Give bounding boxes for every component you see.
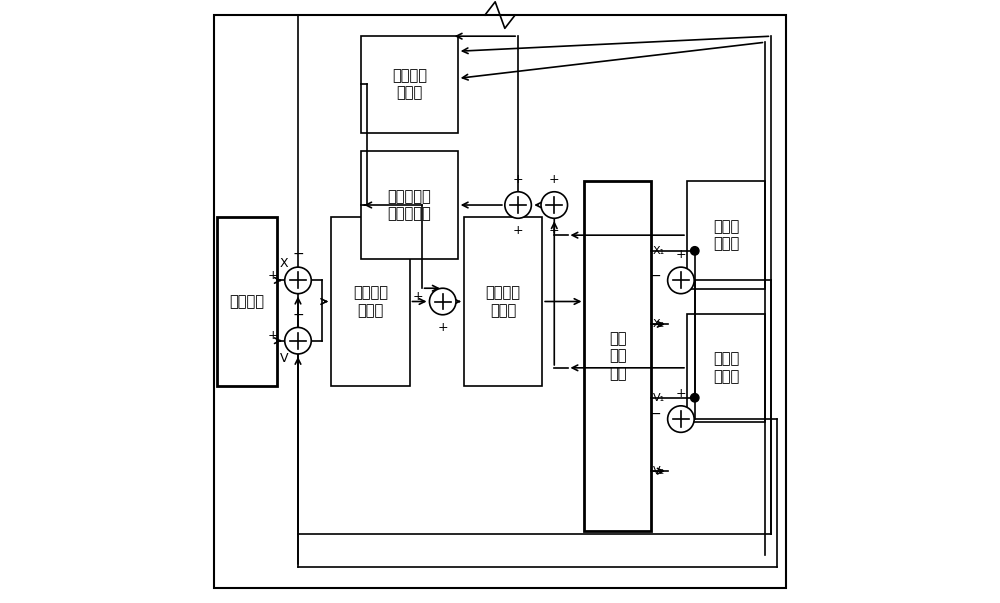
Text: +: + (513, 224, 523, 238)
Text: 运动规划: 运动规划 (229, 294, 264, 309)
Text: −: − (650, 407, 662, 421)
Circle shape (285, 327, 311, 354)
Circle shape (285, 267, 311, 294)
Text: +: + (513, 172, 523, 186)
FancyBboxPatch shape (217, 217, 277, 386)
Circle shape (668, 267, 694, 294)
Text: +: + (437, 321, 448, 334)
Circle shape (691, 247, 699, 255)
Text: 柔性铰
链刚度: 柔性铰 链刚度 (713, 219, 739, 251)
Text: +: + (268, 329, 279, 343)
Text: 柔性铰
链阻尼: 柔性铰 链阻尼 (713, 352, 739, 384)
Circle shape (541, 192, 568, 218)
Text: +: + (549, 224, 560, 238)
Text: 平台刚体
控制器: 平台刚体 控制器 (353, 285, 388, 318)
Text: X₁: X₁ (653, 246, 665, 256)
Text: X₂: X₂ (653, 320, 665, 329)
Text: X: X (280, 256, 289, 270)
Text: −: − (650, 268, 662, 283)
Text: V₁: V₁ (653, 393, 665, 403)
FancyBboxPatch shape (331, 217, 410, 386)
FancyBboxPatch shape (687, 314, 765, 422)
Text: +: + (676, 248, 686, 261)
Circle shape (691, 394, 699, 402)
FancyBboxPatch shape (361, 36, 458, 133)
Circle shape (668, 406, 694, 432)
Text: +: + (268, 269, 279, 282)
FancyBboxPatch shape (464, 217, 542, 386)
FancyBboxPatch shape (584, 181, 651, 531)
Text: −: − (292, 247, 304, 261)
Text: +: + (413, 290, 423, 303)
Circle shape (429, 288, 456, 315)
Text: 平台刚体驱
动器逆变换: 平台刚体驱 动器逆变换 (388, 189, 431, 221)
FancyBboxPatch shape (361, 151, 458, 259)
Circle shape (505, 192, 531, 218)
FancyBboxPatch shape (687, 181, 765, 289)
Text: V: V (280, 352, 288, 365)
Text: V₂: V₂ (653, 466, 665, 476)
Text: +: + (549, 172, 560, 186)
Text: +: + (676, 387, 686, 400)
Text: 刚柔
耦合
平台: 刚柔 耦合 平台 (609, 331, 626, 380)
Text: 扩展状态
观测器: 扩展状态 观测器 (392, 68, 427, 101)
Text: 平台刚体
驱动器: 平台刚体 驱动器 (486, 285, 521, 318)
Text: −: − (292, 308, 304, 321)
